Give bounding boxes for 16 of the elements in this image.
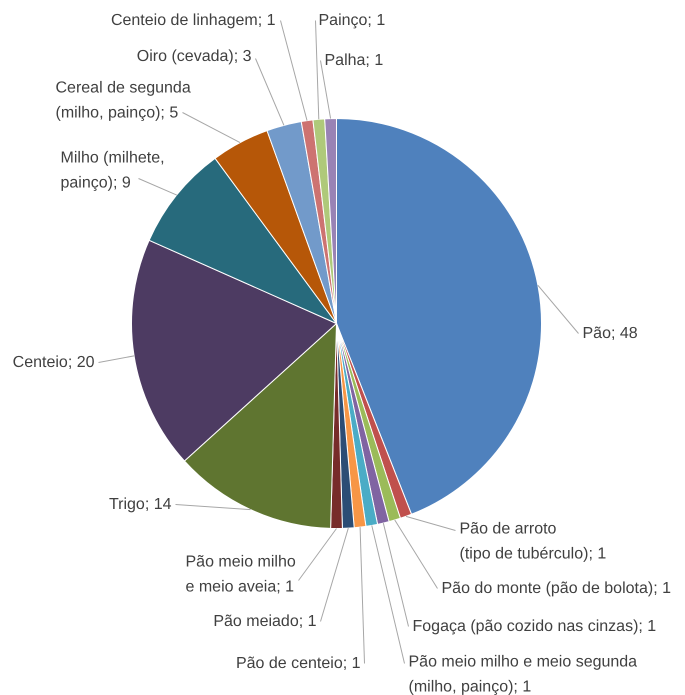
slice-label: Trigo; 14 xyxy=(108,496,172,513)
slice-label: Milho (milhete, painço); 9 xyxy=(60,150,165,192)
slice-label: Centeio; 20 xyxy=(12,354,95,371)
slice-label: Oiro (cevada); 3 xyxy=(136,48,252,65)
slice-label: Palha; 1 xyxy=(324,52,384,69)
slice-label: Centeio de linhagem; 1 xyxy=(110,12,276,29)
slice-label: Cereal de segunda (milho, painço); 5 xyxy=(56,80,191,122)
slice-label: Fogaça (pão cozido nas cinzas); 1 xyxy=(412,618,656,635)
slice-label: Pão meio milho e meio segunda (milho, painço); 1 xyxy=(408,654,638,695)
slice-label: Pão; 48 xyxy=(582,325,638,342)
slice-label: Painço; 1 xyxy=(318,12,386,29)
slice-label: Pão de centeio; 1 xyxy=(236,655,361,672)
slice-label: Pão de arroto (tipo de tubérculo); 1 xyxy=(460,520,606,562)
slice-label: Pão meiado; 1 xyxy=(213,613,317,630)
slice-label: Pão do monte (pão de bolota); 1 xyxy=(442,580,672,597)
slice-label: Pão meio milho e meio aveia; 1 xyxy=(186,554,296,596)
